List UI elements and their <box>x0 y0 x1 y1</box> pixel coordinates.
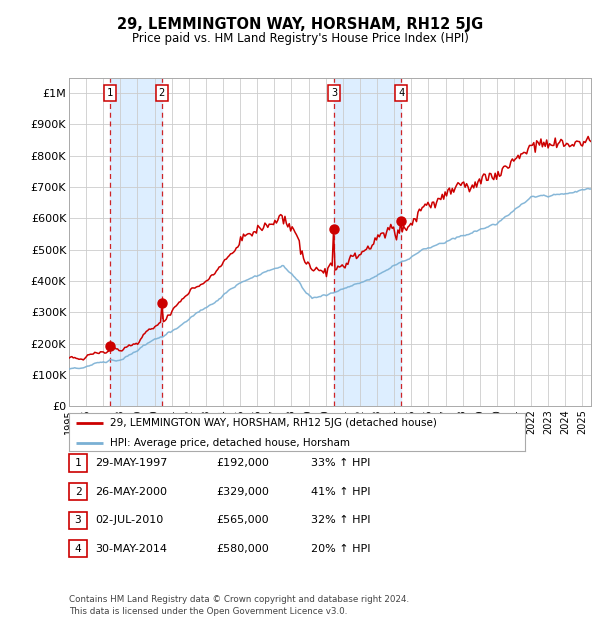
Text: Contains HM Land Registry data © Crown copyright and database right 2024.
This d: Contains HM Land Registry data © Crown c… <box>69 595 409 616</box>
Text: Price paid vs. HM Land Registry's House Price Index (HPI): Price paid vs. HM Land Registry's House … <box>131 32 469 45</box>
Text: 3: 3 <box>331 88 337 99</box>
Text: 4: 4 <box>398 88 404 99</box>
Text: 29-MAY-1997: 29-MAY-1997 <box>95 458 167 468</box>
Text: 20% ↑ HPI: 20% ↑ HPI <box>311 544 370 554</box>
Text: £565,000: £565,000 <box>216 515 269 525</box>
Text: 4: 4 <box>74 544 82 554</box>
Text: 02-JUL-2010: 02-JUL-2010 <box>95 515 163 525</box>
Text: £192,000: £192,000 <box>216 458 269 468</box>
Text: £580,000: £580,000 <box>216 544 269 554</box>
Bar <box>334 78 401 406</box>
Text: 32% ↑ HPI: 32% ↑ HPI <box>311 515 370 525</box>
Text: 41% ↑ HPI: 41% ↑ HPI <box>311 487 370 497</box>
Text: 2: 2 <box>158 88 165 99</box>
Text: 1: 1 <box>74 458 82 468</box>
Bar <box>110 78 161 406</box>
Text: 29, LEMMINGTON WAY, HORSHAM, RH12 5JG: 29, LEMMINGTON WAY, HORSHAM, RH12 5JG <box>117 17 483 32</box>
Text: £329,000: £329,000 <box>216 487 269 497</box>
Text: 2: 2 <box>74 487 82 497</box>
Text: 33% ↑ HPI: 33% ↑ HPI <box>311 458 370 468</box>
Text: 3: 3 <box>74 515 82 525</box>
Text: 1: 1 <box>107 88 113 99</box>
Text: 29, LEMMINGTON WAY, HORSHAM, RH12 5JG (detached house): 29, LEMMINGTON WAY, HORSHAM, RH12 5JG (d… <box>110 418 437 428</box>
Text: HPI: Average price, detached house, Horsham: HPI: Average price, detached house, Hors… <box>110 438 350 448</box>
Text: 26-MAY-2000: 26-MAY-2000 <box>95 487 167 497</box>
Text: 30-MAY-2014: 30-MAY-2014 <box>95 544 167 554</box>
